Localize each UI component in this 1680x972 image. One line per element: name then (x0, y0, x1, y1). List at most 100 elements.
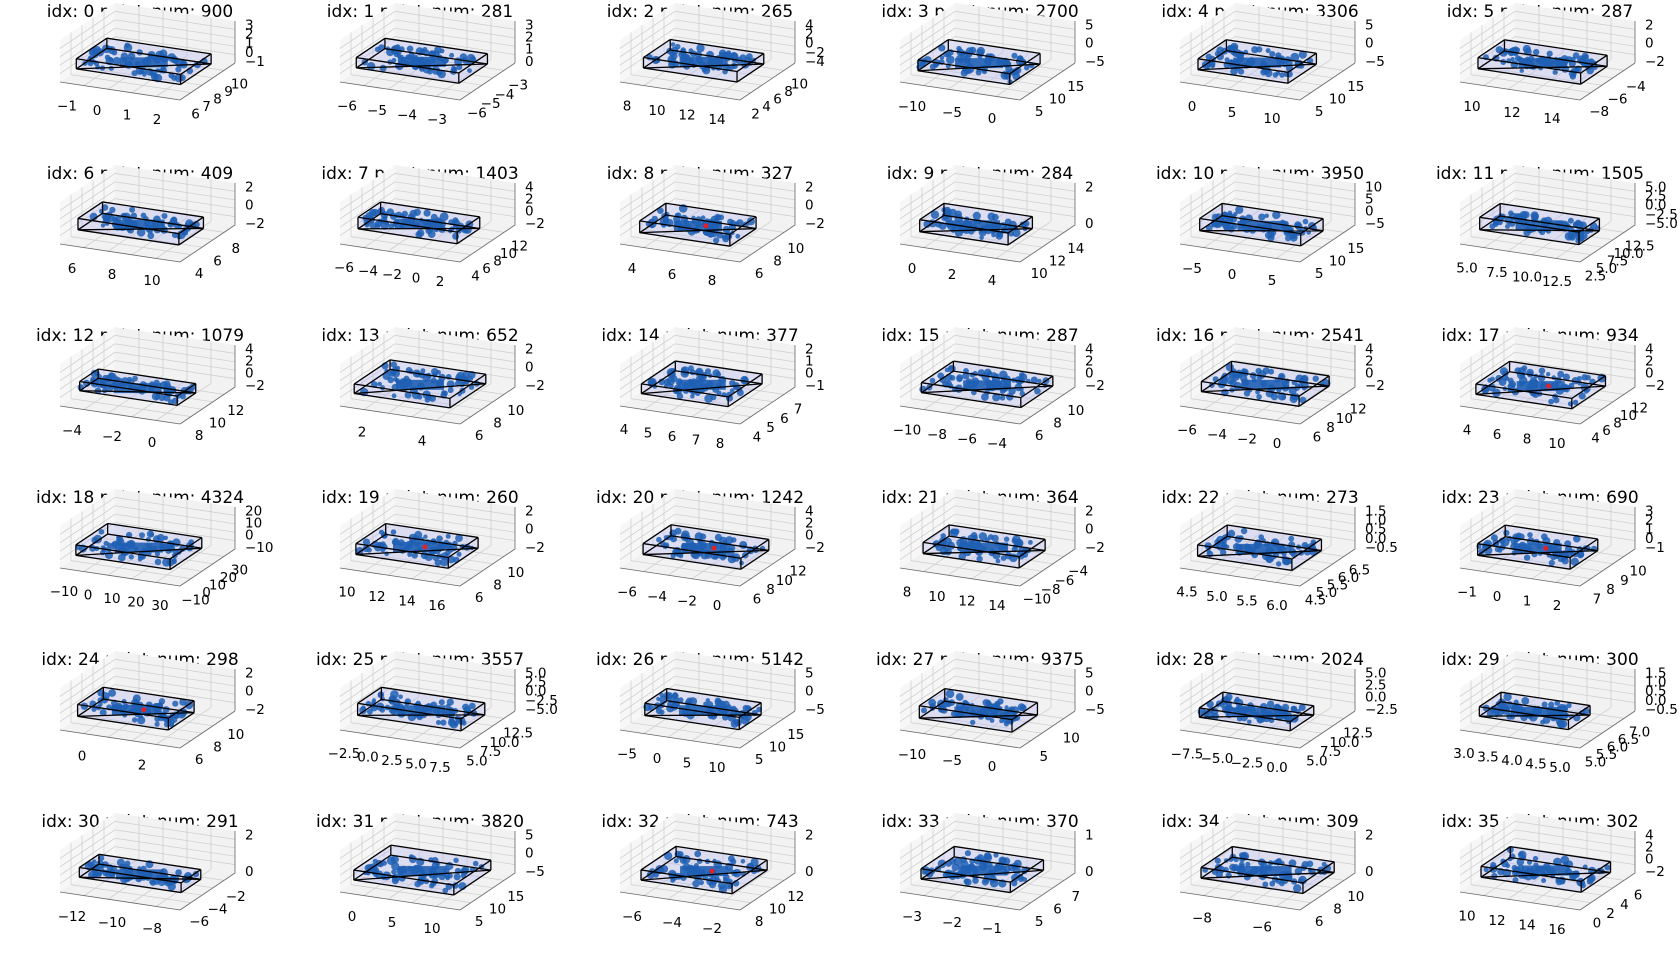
data-point (991, 233, 996, 238)
data-point (436, 535, 443, 542)
data-point (99, 529, 105, 535)
x-tick-label: −4 (1207, 427, 1227, 443)
z-tick-label: −5 (1365, 54, 1385, 70)
z-tick-label: −2 (525, 378, 545, 394)
y-tick-label: 8 (766, 582, 775, 598)
data-point (1290, 234, 1298, 242)
data-point (706, 878, 714, 886)
y-tick-label: −4 (208, 902, 228, 918)
data-point (175, 869, 182, 876)
y-tick-label: −4 (1068, 564, 1088, 580)
x-tick-label: −8 (142, 921, 162, 937)
box-edge (645, 715, 761, 716)
x-tick-label: −6 (1177, 422, 1197, 438)
x-tick-label: −2.5 (328, 746, 361, 762)
data-point (921, 707, 927, 713)
y-tick-label: 8 (493, 416, 502, 432)
data-point (429, 883, 434, 888)
z-tick-label: −0.5 (1645, 702, 1678, 718)
z-tick-label: −5 (525, 864, 545, 880)
data-point (1009, 554, 1018, 563)
x-tick-label: 5 (388, 915, 397, 931)
x-tick-label: −5 (1182, 261, 1202, 277)
z-tick-label: 2 (1365, 827, 1374, 843)
data-point (1521, 697, 1529, 705)
data-point (1258, 214, 1265, 221)
data-point (1533, 49, 1539, 55)
data-point (423, 535, 427, 539)
data-point (469, 703, 476, 710)
data-point (392, 877, 399, 884)
y-tick-label: −6 (1608, 92, 1628, 108)
x-tick-label: −3 (902, 909, 922, 925)
data-point (454, 873, 461, 880)
y-tick-label: 10 (1049, 92, 1066, 108)
subplot-22: idx: 22 point_num: 2734.55.05.56.04.55.0… (1120, 486, 1400, 648)
x-tick-label: 4.5 (1525, 757, 1546, 773)
x-tick-label: 10 (423, 921, 440, 937)
x-tick-label: 0 (1228, 267, 1237, 283)
y-tick-label: 12 (1631, 401, 1648, 417)
data-point (727, 704, 732, 709)
data-point (440, 720, 446, 726)
data-point (391, 869, 396, 874)
subplot-1: idx: 1 point_num: 281−6−5−4−3−6−5−4−3321… (280, 0, 560, 162)
x-tick-label: 8 (708, 273, 717, 289)
z-tick-label: −2 (1645, 864, 1665, 880)
subplot-30: idx: 30 point_num: 291−12−10−8−6−4−220 (0, 810, 280, 972)
data-point (1582, 55, 1589, 62)
data-point (1034, 388, 1041, 395)
y-tick-label: 7 (1593, 591, 1602, 607)
z-tick-label: 0 (1085, 864, 1094, 880)
y-tick-label: 7 (202, 99, 211, 115)
x-tick-label: 4 (988, 273, 997, 289)
y-tick-label: 10 (1630, 564, 1647, 580)
subplot-7: idx: 7 point_num: 1403−6−4−2024681012420… (280, 162, 560, 324)
x-tick-label: 0 (713, 598, 722, 614)
data-point (168, 222, 174, 228)
x-tick-label: 1 (1523, 593, 1532, 609)
data-point (168, 882, 176, 890)
x-tick-label: 0 (84, 587, 93, 603)
x-tick-label: 0 (988, 759, 997, 775)
x-tick-label: 14 (398, 593, 415, 609)
y-tick-label: 8 (232, 241, 241, 257)
data-point (446, 534, 451, 539)
data-point (1570, 74, 1576, 80)
subplot-16: idx: 16 point_num: 2541−6−4−20681012420−… (1120, 324, 1400, 486)
y-tick-label: 12 (227, 403, 244, 419)
x-tick-label: 10 (143, 273, 160, 289)
data-point (675, 44, 681, 50)
x-tick-label: 8 (108, 267, 117, 283)
data-point (155, 559, 162, 566)
data-point (1542, 702, 1548, 708)
z-tick-label: −5 (1085, 702, 1105, 718)
y-tick-label: 6 (195, 752, 204, 768)
z-tick-label: 0 (1085, 522, 1094, 538)
z-tick-label: 5 (525, 827, 534, 843)
x-tick-label: −6 (957, 431, 977, 447)
z-tick-label: −1 (1645, 540, 1665, 556)
x-tick-label: 2 (1553, 598, 1562, 614)
y-tick-label: 8 (213, 740, 222, 756)
x-tick-label: −4 (397, 107, 417, 123)
data-point (1264, 214, 1269, 219)
x-tick-label: 0 (148, 435, 157, 451)
data-point (1240, 865, 1245, 870)
x-tick-label: 5 (683, 755, 692, 771)
x-tick-label: 5.0 (1549, 760, 1570, 776)
y-tick-label: 10 (227, 727, 244, 743)
data-point (940, 533, 946, 539)
x-tick-label: 4 (628, 261, 637, 277)
data-point (439, 699, 445, 705)
x-tick-label: 0 (412, 271, 421, 287)
